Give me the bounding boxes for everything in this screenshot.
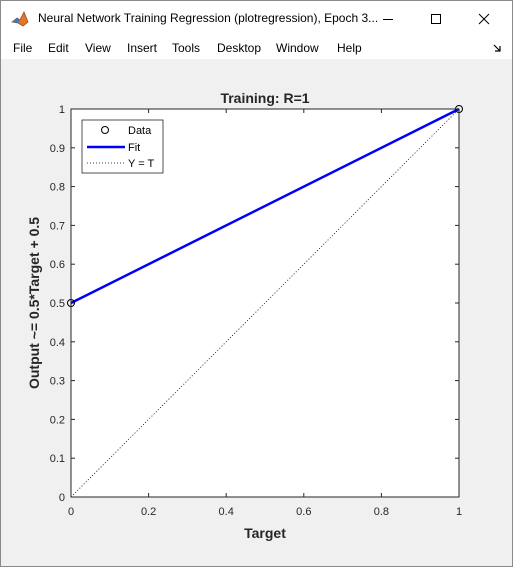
x-tick-label: 0.2 [141,506,156,518]
x-tick-label: 0.6 [296,506,311,518]
x-axis: 0 0.2 0.4 0.6 0.8 1 [68,109,462,518]
window-title: Neural Network Training Regression (plot… [38,11,379,25]
matlab-icon [11,11,29,27]
minimize-icon [383,19,393,20]
axes-background [71,109,459,497]
menu-desktop[interactable]: Desktop [217,41,262,55]
regression-plot[interactable]: Training: R=1 00.10.20.30.40.50.60.70.80… [1,60,512,566]
y-axis: 0 0.1 0.2 0.3 0.4 0.5 0.6 0.7 0.8 0.9 1 [50,104,459,504]
menu-help[interactable]: Help [337,41,362,55]
fit-line [70,107,460,305]
menu-edit[interactable]: Edit [48,41,69,55]
close-button[interactable] [461,1,507,37]
y-tick-label: 0.1 [50,453,65,465]
legend-data-marker [101,126,109,134]
legend[interactable]: Data Fit Y = T [81,119,164,174]
legend-fit-label: Fit [128,142,140,154]
y-tick-label: 0.2 [50,414,65,426]
menu-view[interactable]: View [85,41,111,55]
x-tick-label: 0.8 [374,506,389,518]
x-tick-label: 0.4 [219,506,234,518]
y-tick-label: 0.6 [50,259,65,271]
menu-insert[interactable]: Insert [127,41,158,55]
legend-data-label: Data [128,125,152,137]
close-icon [478,13,490,25]
menu-window[interactable]: Window [276,41,319,55]
y-tick-label: 0.5 [50,298,65,310]
y-tick-label: 0 [59,492,65,504]
axes-box [70,108,460,498]
chart-title: Training: R=1 [220,90,309,106]
x-tick-label: 0 [68,506,74,518]
maximize-button[interactable] [413,1,459,37]
y-tick-label: 1 [59,104,65,116]
y-tick-label: 0.4 [50,337,65,349]
y-axis-label: Output ~= 0.5*Target + 0.5 [26,217,42,389]
title-bar[interactable]: Neural Network Training Regression (plot… [1,1,512,37]
x-tick-label: 1 [456,506,462,518]
y-tick-label: 0.3 [50,376,65,388]
minimize-button[interactable] [365,1,411,37]
menu-tools[interactable]: Tools [172,41,201,55]
y-tick-label: 0.9 [50,143,65,155]
y-tick-label: 0.8 [50,182,65,194]
menu-file[interactable]: File [13,41,33,55]
legend-yt-label: Y = T [128,158,154,170]
figure-canvas: Training: R=1 0 0.1 0.2 0.3 0.4 0.5 0.6 0.7 0.8 0… [1,60,512,566]
x-axis-label: Target [244,525,286,541]
maximize-icon [431,14,441,24]
dock-arrow-icon[interactable] [492,43,502,53]
y-tick-label: 0.7 [50,220,65,232]
menu-bar: File Edit View Insert Tools Desktop Wind… [1,37,512,59]
